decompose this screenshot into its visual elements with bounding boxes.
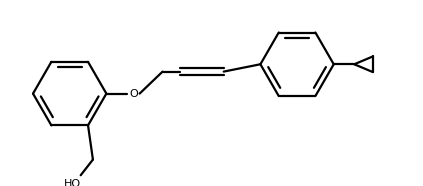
Text: HO: HO — [64, 179, 81, 186]
Text: O: O — [129, 89, 137, 99]
